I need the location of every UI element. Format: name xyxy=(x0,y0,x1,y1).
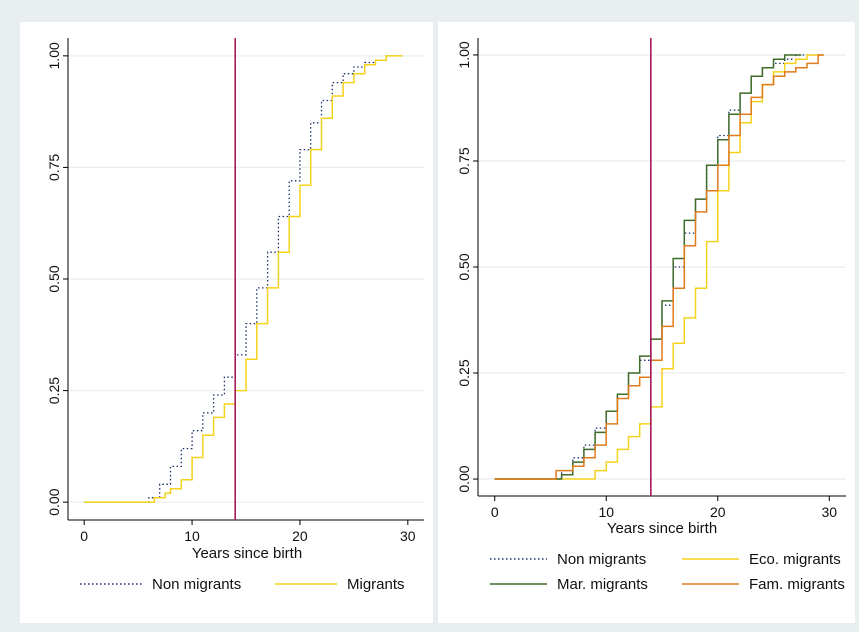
left-series-non-migrants xyxy=(84,55,403,503)
left-y-tick-label: 0.00 xyxy=(46,488,62,515)
right-y-tick-label: 0.25 xyxy=(456,359,472,386)
right-x-tick-label: 20 xyxy=(710,504,726,520)
left-legend-label-migrants: Migrants xyxy=(347,576,405,593)
left-panel-background xyxy=(20,22,433,623)
right-panel-background xyxy=(438,22,855,623)
right-panel: 0.00 0.25 0.50 0.75 1.00 0 10 20 30 Years since … xyxy=(438,22,855,623)
left-ticks: 0.00 0.25 0.50 0.75 1.00 0 10 20 30 xyxy=(46,42,416,544)
right-legend-label-non-migrants: Non migrants xyxy=(557,551,646,568)
left-y-tick-label: 1.00 xyxy=(46,42,62,69)
left-y-tick-label: 0.50 xyxy=(46,265,62,292)
right-x-tick-label: 0 xyxy=(491,504,499,520)
left-x-tick-label: 20 xyxy=(292,528,308,544)
left-series xyxy=(84,38,403,520)
right-y-tick-label: 0.75 xyxy=(456,147,472,174)
right-grid xyxy=(478,54,846,480)
left-x-label: Years since birth xyxy=(192,545,302,562)
right-y-tick-label: 0.50 xyxy=(456,253,472,280)
right-x-tick-label: 10 xyxy=(598,504,614,520)
right-y-tick-label: 1.00 xyxy=(456,41,472,68)
left-series-migrants xyxy=(84,55,403,503)
left-legend-label-non-migrants: Non migrants xyxy=(152,576,241,593)
right-series-eco-migrants xyxy=(494,54,824,480)
right-series xyxy=(494,38,824,496)
right-x-label: Years since birth xyxy=(607,520,717,537)
left-y-tick-label: 0.75 xyxy=(46,154,62,181)
left-x-tick-label: 0 xyxy=(80,528,88,544)
left-x-tick-label: 10 xyxy=(184,528,200,544)
right-y-tick-label: 0.00 xyxy=(456,465,472,492)
left-x-tick-label: 30 xyxy=(400,528,416,544)
right-legend-label-eco-migrants: Eco. migrants xyxy=(749,551,841,568)
right-legend-label-mar-migrants: Mar. migrants xyxy=(557,576,648,593)
left-panel: 0.00 0.25 0.50 0.75 1.00 0 10 20 30 Years since … xyxy=(20,22,433,623)
right-x-tick-label: 30 xyxy=(821,504,837,520)
left-legend: Non migrants Migrants xyxy=(80,576,405,593)
left-y-tick-label: 0.25 xyxy=(46,377,62,404)
right-ticks: 0.00 0.25 0.50 0.75 1.00 0 10 20 30 xyxy=(456,41,837,520)
right-series-fam-migrants xyxy=(494,54,824,480)
right-legend-label-fam-migrants: Fam. migrants xyxy=(749,576,845,593)
right-legend: Non migrants Eco. migrants Mar. migrants Fa… xyxy=(490,551,845,593)
